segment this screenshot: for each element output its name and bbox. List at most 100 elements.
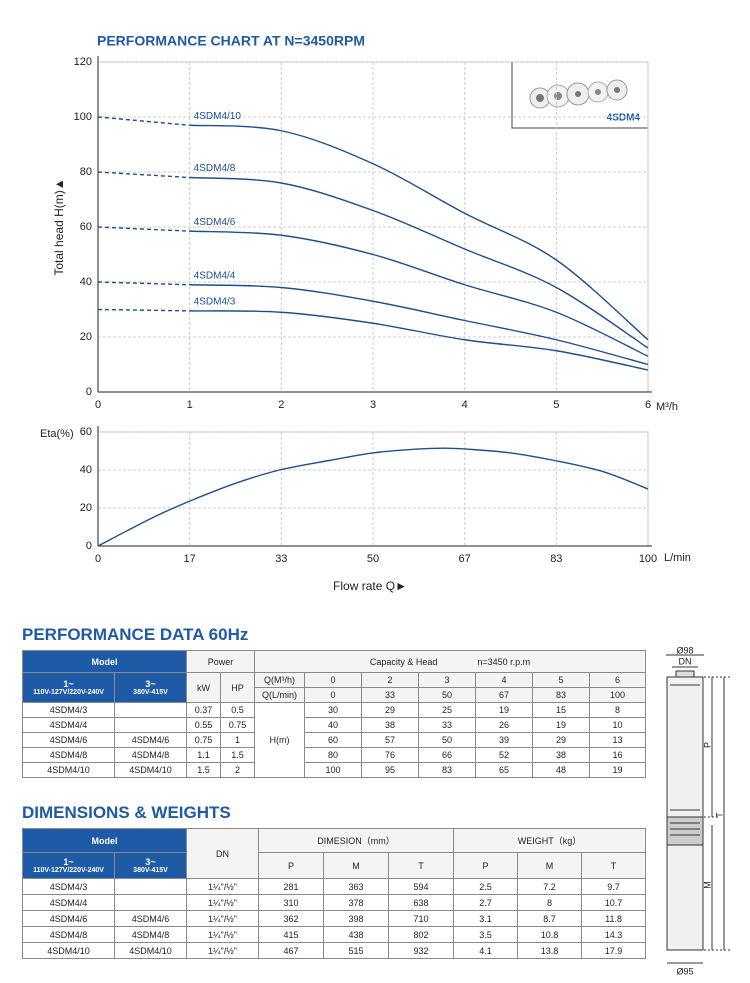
table-cell: 8.7 (517, 910, 583, 927)
series-line (97, 447, 649, 547)
series-line (97, 308, 190, 312)
series-label: 4SDM4/6 (194, 217, 236, 228)
table-cell: 52 (475, 747, 534, 763)
cell-text: 380V-415V (133, 689, 168, 696)
table-row: Model Power Capacity & Head n=3450 r.p.m (22, 650, 647, 673)
table-cell: 362 (258, 910, 324, 927)
table-row: 4SDM4/8 4SDM4/8 1.1 1.5 80 76 66 52 38 16 (22, 747, 647, 763)
table-cell: 4SDM4/8 (22, 926, 115, 943)
cell-text: 110V-127V/220V-240V (33, 867, 104, 874)
table-cell: 14.3 (581, 926, 647, 943)
table-cell: 4SDM4/8 (114, 747, 187, 763)
inset-label: 4SDM4 (607, 113, 641, 124)
table-cell: 4SDM4/4 (22, 717, 115, 733)
table-cell: Model (22, 650, 187, 673)
table-cell: 415 (258, 926, 324, 943)
table-cell: 50 (418, 732, 477, 748)
table-cell: DN (186, 828, 259, 879)
chart-title: PERFORMANCE CHART AT N=3450RPM (97, 33, 365, 49)
table-cell: 8 (589, 702, 647, 718)
table-cell: 0.37 (186, 702, 221, 718)
table-cell: 65 (475, 762, 534, 778)
y-tick-label: 80 (80, 166, 92, 178)
y-tick-label: 40 (80, 276, 92, 288)
x-tick-label: 3 (370, 399, 376, 411)
series-line (189, 230, 649, 357)
x-tick-label: 1 (187, 399, 193, 411)
x-tick-label: 0 (95, 399, 101, 411)
series-line (97, 226, 190, 232)
table-cell: 19 (589, 762, 647, 778)
table-cell: 281 (258, 878, 324, 895)
table-cell: 1.5 (219, 747, 256, 763)
table-row: 4SDM4/6 4SDM4/6 0.75 1 60 57 50 39 29 13 (22, 732, 647, 748)
table-cell: 378 (323, 894, 389, 911)
cell-text: Capacity & Head (369, 656, 438, 667)
table-cell: 4 (475, 672, 534, 688)
table-row: 4SDM4/3 1¼"/½" 281 363 594 2.5 7.2 9.7 (22, 878, 647, 895)
x-tick-label: 0 (95, 553, 101, 565)
x-tick-label: 83 (550, 553, 562, 565)
series-line (97, 171, 190, 179)
table-cell: 1¼"/½" (186, 878, 259, 895)
table-cell: 4SDM4/3 (22, 878, 115, 895)
table-cell: 83 (418, 762, 477, 778)
series-label: 4SDM4/8 (194, 163, 236, 174)
cell-text: 3~ (145, 857, 156, 867)
table-cell: 3.5 (453, 926, 519, 943)
x-tick-label: 6 (645, 399, 651, 411)
table-cell: 1¼"/½" (186, 894, 259, 911)
table-cell: 38 (361, 717, 420, 733)
table-row: Q(L/min) 0 33 50 67 83 100 (23, 687, 647, 703)
dimension-label: DN (679, 656, 692, 666)
series-line (97, 281, 190, 286)
table-cell: P (258, 852, 324, 879)
table-cell: 0 (304, 687, 363, 703)
dimension-label: T (714, 812, 724, 818)
table-cell: kW (186, 672, 221, 703)
table-cell: 4SDM4/4 (22, 894, 115, 911)
table-cell: 4SDM4/10 (114, 762, 187, 778)
table-cell: 438 (323, 926, 389, 943)
y-axis-label: Eta(%) (40, 428, 74, 440)
table-cell: 30 (304, 702, 363, 718)
table-cell: 80 (304, 747, 363, 763)
table-cell: 4SDM4/8 (22, 747, 115, 763)
series-line (189, 284, 649, 366)
x-axis-unit: L/min (664, 552, 691, 564)
x-tick-label: 2 (278, 399, 284, 411)
table-cell: 15 (532, 702, 591, 718)
table-cell: 3 (418, 672, 477, 688)
table-cell: 17.9 (581, 942, 647, 959)
table-cell: Q(L/min) (254, 687, 306, 703)
table-cell (114, 878, 187, 895)
table-cell: 8 (517, 894, 583, 911)
series-label: 4SDM4/10 (194, 111, 242, 122)
table-cell: 13.8 (517, 942, 583, 959)
cell-text: 1~ (63, 857, 74, 867)
pump-drawing: Ø98 DN P T M Ø95 (666, 645, 730, 976)
table-row: 4SDM4/8 4SDM4/8 1¼"/½" 415 438 802 3.5 10.8 14.3 (22, 926, 647, 943)
table-cell: 4SDM4/10 (22, 762, 115, 778)
table-cell: 19 (475, 702, 534, 718)
table-cell: 363 (323, 878, 389, 895)
table-cell: 95 (361, 762, 420, 778)
table-cell: 4SDM4/6 (114, 732, 187, 748)
table-row: Model DN DIMESION（mm） WEIGHT（kg） (22, 828, 647, 879)
series-label: 4SDM4/4 (194, 270, 236, 281)
cell-text: 1~ (63, 679, 74, 689)
y-tick-label: 0 (86, 386, 92, 398)
section-heading: DIMENSIONS & WEIGHTS (22, 803, 231, 822)
table-cell: 1.1 (186, 747, 221, 763)
y-tick-label: 60 (80, 221, 92, 233)
table-cell: 13 (589, 732, 647, 748)
table-cell: M (517, 852, 583, 879)
table-cell: Capacity & Head n=3450 r.p.m (254, 650, 647, 673)
x-tick-label: 50 (367, 553, 379, 565)
x-tick-label: 5 (553, 399, 559, 411)
table-row: 4SDM4/10 4SDM4/10 1¼"/½" 467 515 932 4.1 13.8 17… (22, 942, 647, 959)
table-cell: 1~ 110V-127V/220V-240V (22, 852, 115, 879)
table-cell: 5 (532, 672, 591, 688)
table-cell: 2.7 (453, 894, 519, 911)
